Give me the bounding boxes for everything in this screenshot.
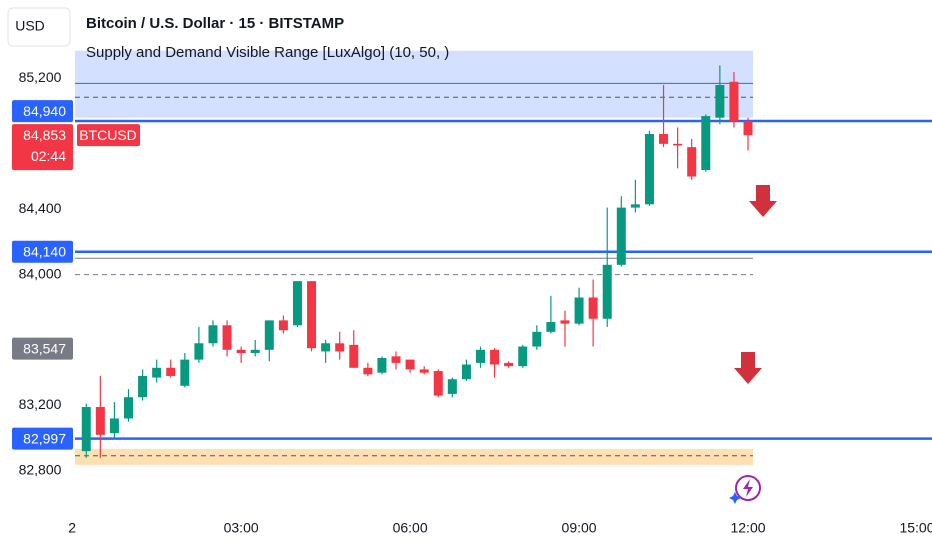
candle-body <box>292 281 302 326</box>
candle-body <box>95 407 105 435</box>
symbol-tag-text: BTCUSD <box>79 127 137 143</box>
candle-body <box>222 325 232 350</box>
level-label-text: 84,940 <box>23 103 66 119</box>
level-label <box>12 337 73 360</box>
price-label-value: 84,853 <box>23 127 66 143</box>
candle-body <box>180 359 190 386</box>
candle-body <box>208 325 218 344</box>
candle-body <box>630 204 640 208</box>
candle-body <box>560 320 570 324</box>
candle-body <box>236 349 246 354</box>
candle-body <box>518 346 528 367</box>
x-tick-label: 03:00 <box>224 520 259 536</box>
candle-body <box>363 367 373 375</box>
candle-body <box>335 343 345 352</box>
sell-arrow <box>734 352 762 384</box>
currency-button[interactable] <box>7 7 71 47</box>
level-label <box>12 240 73 263</box>
candle-body <box>602 264 612 319</box>
candle-body <box>673 143 683 146</box>
indicator-title: Supply and Demand Visible Range [LuxAlgo… <box>86 44 449 61</box>
candle-body <box>152 367 162 378</box>
candle-body <box>644 134 654 205</box>
level-label-text: 82,997 <box>23 430 66 446</box>
demand-zone <box>75 448 754 465</box>
price-label <box>12 124 73 171</box>
chart-title: Bitcoin / U.S. Dollar · 15 · BITSTAMP <box>86 15 344 32</box>
candle-body <box>391 356 401 363</box>
candle-body <box>81 407 91 452</box>
candle-body <box>166 367 176 376</box>
x-tick-label: 12:00 <box>730 520 765 536</box>
candle-body <box>194 343 204 360</box>
candle-body <box>307 281 317 349</box>
candle-body <box>419 369 429 373</box>
x-tick-label: 09:00 <box>562 520 597 536</box>
supply-zone <box>75 50 754 118</box>
x-tick-label: 2 <box>68 520 76 536</box>
level-label-text: 83,547 <box>23 340 66 356</box>
candle-body <box>321 343 331 352</box>
candle-body <box>461 364 471 380</box>
level-label <box>12 100 73 123</box>
candle-body <box>349 344 359 368</box>
candle-body <box>124 397 134 419</box>
candle-body <box>476 349 486 363</box>
candle-body <box>278 320 288 331</box>
candle-body <box>405 359 415 370</box>
candle-body <box>574 297 584 324</box>
candle-body <box>715 85 725 118</box>
candle-body <box>490 349 500 365</box>
candle-body <box>532 331 542 347</box>
candle-body <box>433 371 443 396</box>
level-label <box>12 427 73 450</box>
candle-body <box>109 418 119 434</box>
assistant-icon[interactable] <box>729 475 761 504</box>
y-tick-label: 83,200 <box>19 396 62 412</box>
candle-body <box>659 134 669 144</box>
y-tick-label: 85,200 <box>19 69 62 85</box>
candle-body <box>138 375 148 398</box>
candle-body <box>546 322 556 332</box>
currency: USD <box>15 18 45 34</box>
candle-body <box>616 207 626 265</box>
y-tick-label: 82,800 <box>19 461 62 477</box>
symbol-tag <box>77 124 140 147</box>
price-countdown: 02:44 <box>31 148 66 164</box>
candle-body <box>447 379 457 394</box>
y-tick-label: 84,400 <box>19 200 62 216</box>
candle-body <box>504 362 514 367</box>
x-tick-label: 15:00 <box>899 520 932 536</box>
level-label-text: 84,140 <box>23 243 66 259</box>
candle-body <box>687 147 697 177</box>
x-tick-label: 06:00 <box>393 520 428 536</box>
candle-body <box>588 297 598 319</box>
sell-arrow <box>749 185 777 217</box>
candle-body <box>250 349 260 354</box>
candle-body <box>701 116 711 170</box>
candle-body <box>264 320 274 350</box>
candle-body <box>377 357 387 373</box>
y-tick-label: 84,000 <box>19 265 62 281</box>
candle-body <box>729 81 739 121</box>
candle-body <box>743 120 753 136</box>
